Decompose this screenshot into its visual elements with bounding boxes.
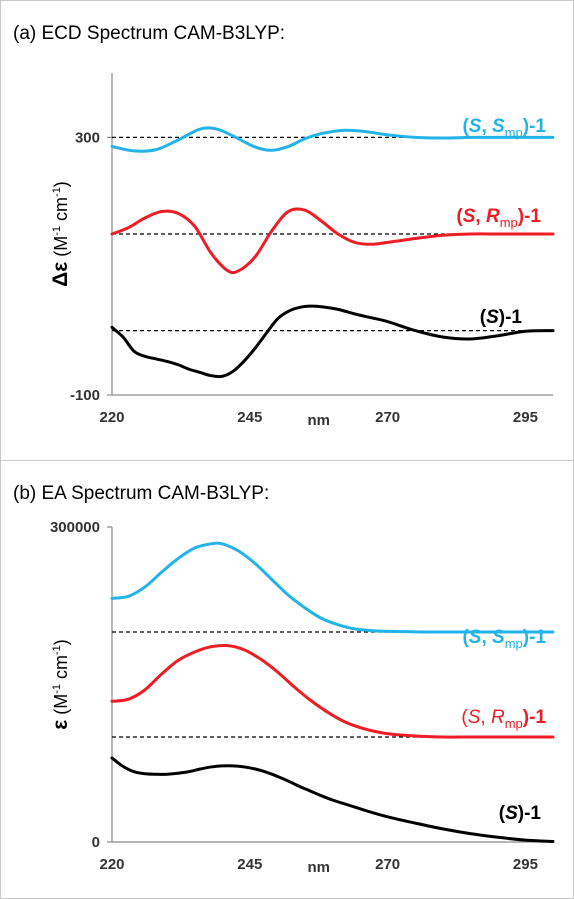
x-tick-label: 245 — [237, 856, 262, 873]
series-label-1: (S, Rmp)-1 — [461, 707, 546, 731]
series-label-2: (S)-1 — [480, 307, 523, 328]
ecd-chart: 300 -100 220 245 270 295 nm Δε (M-1 cm-1) (S, Sm… — [49, 73, 555, 429]
ecd-title: (a) ECD Spectrum CAM-B3LYP: — [13, 23, 286, 44]
ea-chart: 300000 0 220 245 270 295 nm ε (M-1 cm-1) (S, Smp… — [49, 519, 555, 876]
ea-title: (b) EA Spectrum CAM-B3LYP: — [13, 483, 270, 504]
y-axis-label: ε (M-1 cm-1) — [49, 639, 72, 730]
series-line-1 — [110, 207, 555, 275]
series-line-2 — [110, 756, 555, 843]
x-tick-label: 295 — [513, 409, 538, 426]
series-label-2: (S)-1 — [499, 803, 542, 824]
x-tick-label: 295 — [513, 856, 538, 873]
y-tick-label: 300000 — [50, 519, 100, 536]
y-tick-label: 300 — [75, 129, 100, 146]
y-tick-label: -100 — [70, 387, 100, 404]
x-axis-label: nm — [307, 859, 330, 876]
ecd-panel: (a) ECD Spectrum CAM-B3LYP: 300 -100 220 24… — [0, 0, 574, 461]
x-tick-label: 220 — [99, 409, 124, 426]
series-line-1 — [110, 643, 555, 739]
series-line-2 — [110, 304, 555, 379]
x-tick-label: 220 — [99, 856, 124, 873]
x-tick-label: 270 — [375, 856, 400, 873]
ea-panel: (b) EA Spectrum CAM-B3LYP: 300000 0 220 245… — [0, 460, 574, 899]
x-tick-label: 245 — [237, 409, 262, 426]
series-label-0: (S, Smp)-1 — [462, 627, 546, 651]
y-axis-label: Δε (M-1 cm-1) — [49, 181, 72, 287]
series-label-0: (S, Smp)-1 — [462, 116, 546, 140]
series-line-0 — [110, 126, 555, 153]
x-tick-label: 270 — [375, 409, 400, 426]
x-axis-label: nm — [307, 412, 330, 429]
series-label-1: (S, Rmp)-1 — [456, 206, 541, 230]
y-tick-label: 0 — [92, 834, 100, 851]
series-line-0 — [110, 541, 555, 634]
